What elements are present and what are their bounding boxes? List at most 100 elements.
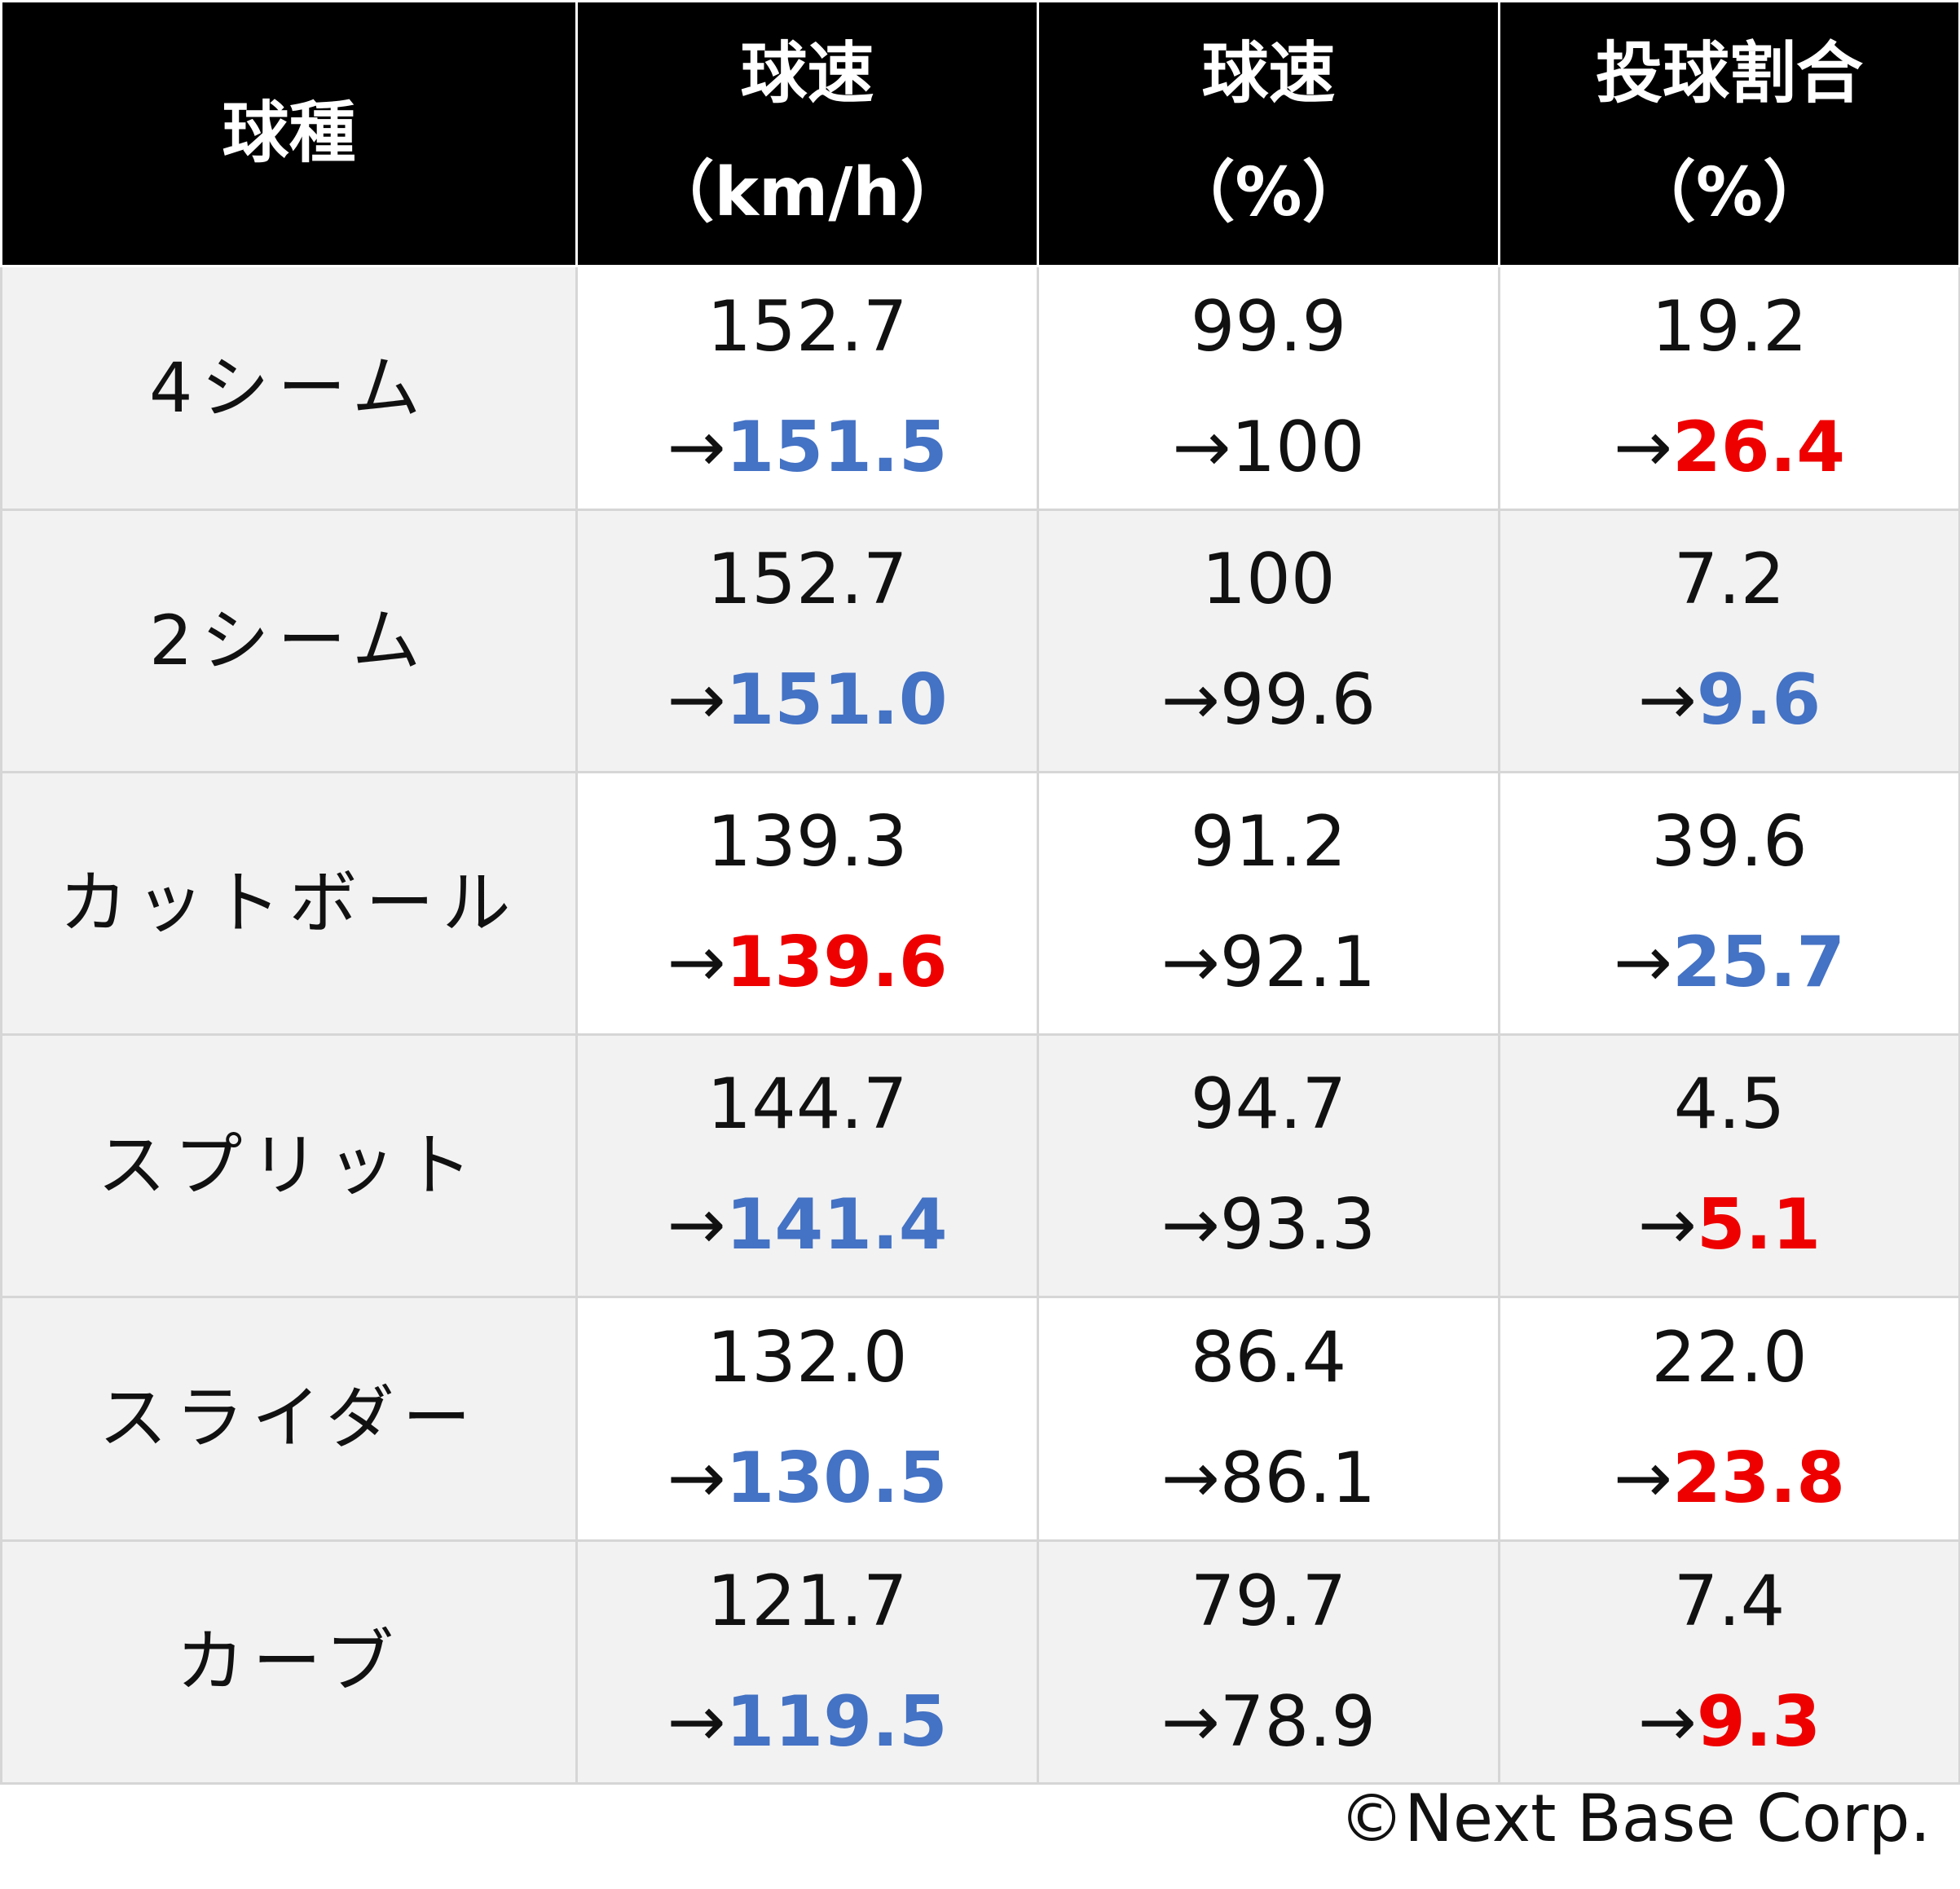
value-cell: 144.7 →141.4 xyxy=(575,1033,1039,1298)
copyright-credit: ©Next Base Corp. xyxy=(1339,1781,1931,1856)
value-after: 5.1 xyxy=(1696,1184,1821,1266)
value-after-line: →141.4 xyxy=(578,1165,1037,1286)
value-after: 99.6 xyxy=(1219,659,1376,742)
pitch-type-label: 2シーム xyxy=(0,508,578,773)
value-after: 100 xyxy=(1231,406,1365,488)
value-cell: 100 →99.6 xyxy=(1037,508,1500,773)
arrow-icon: → xyxy=(1637,1184,1697,1266)
value-after: 151.0 xyxy=(725,659,948,742)
value-after: 93.3 xyxy=(1219,1184,1376,1266)
value-before: 139.3 xyxy=(707,801,908,883)
table-row: カットボール 139.3 →139.6 91.2 →92.1 39.6 →25.7 xyxy=(0,770,1960,1036)
value-before: 39.6 xyxy=(1651,801,1808,883)
header-line: 投球割合 xyxy=(1595,35,1863,113)
value-cell: 7.2 →9.6 xyxy=(1498,508,1960,773)
value-before: 152.7 xyxy=(707,286,908,368)
value-after: 9.3 xyxy=(1696,1680,1821,1763)
arrow-icon: → xyxy=(1613,406,1672,488)
value-after: 78.9 xyxy=(1219,1680,1376,1763)
header-line: 球速 xyxy=(740,35,874,113)
header-pitch-type: 球種 xyxy=(0,0,578,267)
value-after-line: →93.3 xyxy=(1039,1165,1498,1286)
table-row: カーブ 121.7 →119.5 79.7 →78.9 7.4 →9.3 xyxy=(0,1539,1960,1786)
value-before: 7.2 xyxy=(1673,539,1786,621)
value-before: 152.7 xyxy=(707,539,908,621)
value-before: 19.2 xyxy=(1651,286,1808,368)
arrow-icon: → xyxy=(667,922,726,1004)
arrow-icon: → xyxy=(1161,659,1220,742)
pitch-type-label: カーブ xyxy=(0,1539,578,1786)
arrow-icon: → xyxy=(1613,1437,1672,1519)
value-cell: 91.2 →92.1 xyxy=(1037,770,1500,1036)
value-after-line: →99.6 xyxy=(1039,641,1498,761)
table-row: スプリット 144.7 →141.4 94.7 →93.3 4.5 →5.1 xyxy=(0,1033,1960,1298)
value-cell: 152.7 →151.0 xyxy=(575,508,1039,773)
pitch-type-label: スプリット xyxy=(0,1033,578,1298)
header-velocity-kmh: 球速 （km/h） xyxy=(575,0,1039,267)
header-line: 球種 xyxy=(222,95,356,173)
arrow-icon: → xyxy=(1613,922,1672,1004)
value-after: 141.4 xyxy=(725,1184,948,1266)
value-after: 92.1 xyxy=(1219,922,1376,1004)
arrow-icon: → xyxy=(1161,1437,1220,1519)
value-after: 151.5 xyxy=(725,406,948,488)
pitch-type-label: カットボール xyxy=(0,770,578,1036)
value-cell: 39.6 →25.7 xyxy=(1498,770,1960,1036)
arrow-icon: → xyxy=(667,659,726,742)
value-before: 22.0 xyxy=(1651,1316,1808,1398)
value-after: 86.1 xyxy=(1219,1437,1376,1519)
header-unit: （km/h） xyxy=(647,154,967,231)
value-before: 4.5 xyxy=(1673,1063,1786,1146)
value-after: 130.5 xyxy=(725,1437,948,1519)
value-cell: 19.2 →26.4 xyxy=(1498,265,1960,511)
arrow-icon: → xyxy=(667,406,726,488)
value-after-line: →151.5 xyxy=(578,388,1037,509)
value-cell: 94.7 →93.3 xyxy=(1037,1033,1500,1298)
value-before: 86.4 xyxy=(1190,1316,1347,1398)
value-after: 25.7 xyxy=(1672,922,1846,1004)
value-cell: 79.7 →78.9 xyxy=(1037,1539,1500,1786)
table-row: スライダー 132.0 →130.5 86.4 →86.1 22.0 →23.8 xyxy=(0,1295,1960,1542)
pitch-type-label: 4シーム xyxy=(0,265,578,511)
value-cell: 132.0 →130.5 xyxy=(575,1295,1039,1542)
value-after-line: →130.5 xyxy=(578,1419,1037,1539)
value-cell: 99.9 →100 xyxy=(1037,265,1500,511)
value-after-line: →78.9 xyxy=(1039,1662,1498,1783)
arrow-icon: → xyxy=(1161,922,1220,1004)
value-cell: 139.3 →139.6 xyxy=(575,770,1039,1036)
header-line: 球速 xyxy=(1201,35,1336,113)
value-before: 132.0 xyxy=(707,1316,908,1398)
value-after-line: →5.1 xyxy=(1500,1165,1958,1286)
value-after: 23.8 xyxy=(1672,1437,1846,1519)
table-header-row: 球種 球速 （km/h） 球速 （%） 投球割合 （%） xyxy=(0,0,1960,267)
header-velocity-pct: 球速 （%） xyxy=(1037,0,1500,267)
value-after: 9.6 xyxy=(1696,659,1821,742)
value-after-line: →25.7 xyxy=(1500,903,1958,1024)
arrow-icon: → xyxy=(1161,1680,1220,1763)
header-unit: （%） xyxy=(1628,154,1830,231)
value-before: 144.7 xyxy=(707,1063,908,1146)
table-row: 2シーム 152.7 →151.0 100 →99.6 7.2 →9.6 xyxy=(0,508,1960,773)
value-before: 121.7 xyxy=(707,1560,908,1642)
value-after-line: →139.6 xyxy=(578,903,1037,1024)
arrow-icon: → xyxy=(1172,406,1231,488)
pitch-type-label: スライダー xyxy=(0,1295,578,1542)
value-before: 91.2 xyxy=(1190,801,1347,883)
value-cell: 86.4 →86.1 xyxy=(1037,1295,1500,1542)
value-after-line: →26.4 xyxy=(1500,388,1958,509)
value-before: 94.7 xyxy=(1190,1063,1347,1146)
arrow-icon: → xyxy=(667,1437,726,1519)
value-after-line: →23.8 xyxy=(1500,1419,1958,1539)
value-after-line: →119.5 xyxy=(578,1662,1037,1783)
arrow-icon: → xyxy=(1161,1184,1220,1266)
value-cell: 22.0 →23.8 xyxy=(1498,1295,1960,1542)
value-cell: 4.5 →5.1 xyxy=(1498,1033,1960,1298)
arrow-icon: → xyxy=(667,1184,726,1266)
value-after-line: →9.6 xyxy=(1500,641,1958,761)
value-before: 79.7 xyxy=(1190,1560,1347,1642)
value-after-line: →86.1 xyxy=(1039,1419,1498,1539)
value-after-line: →100 xyxy=(1039,388,1498,509)
table-row: 4シーム 152.7 →151.5 99.9 →100 19.2 →26.4 xyxy=(0,265,1960,511)
pitch-stats-table: 球種 球速 （km/h） 球速 （%） 投球割合 （%） 4シーム 152.7 →1… xyxy=(0,0,1960,1786)
value-after-line: →9.3 xyxy=(1500,1662,1958,1783)
